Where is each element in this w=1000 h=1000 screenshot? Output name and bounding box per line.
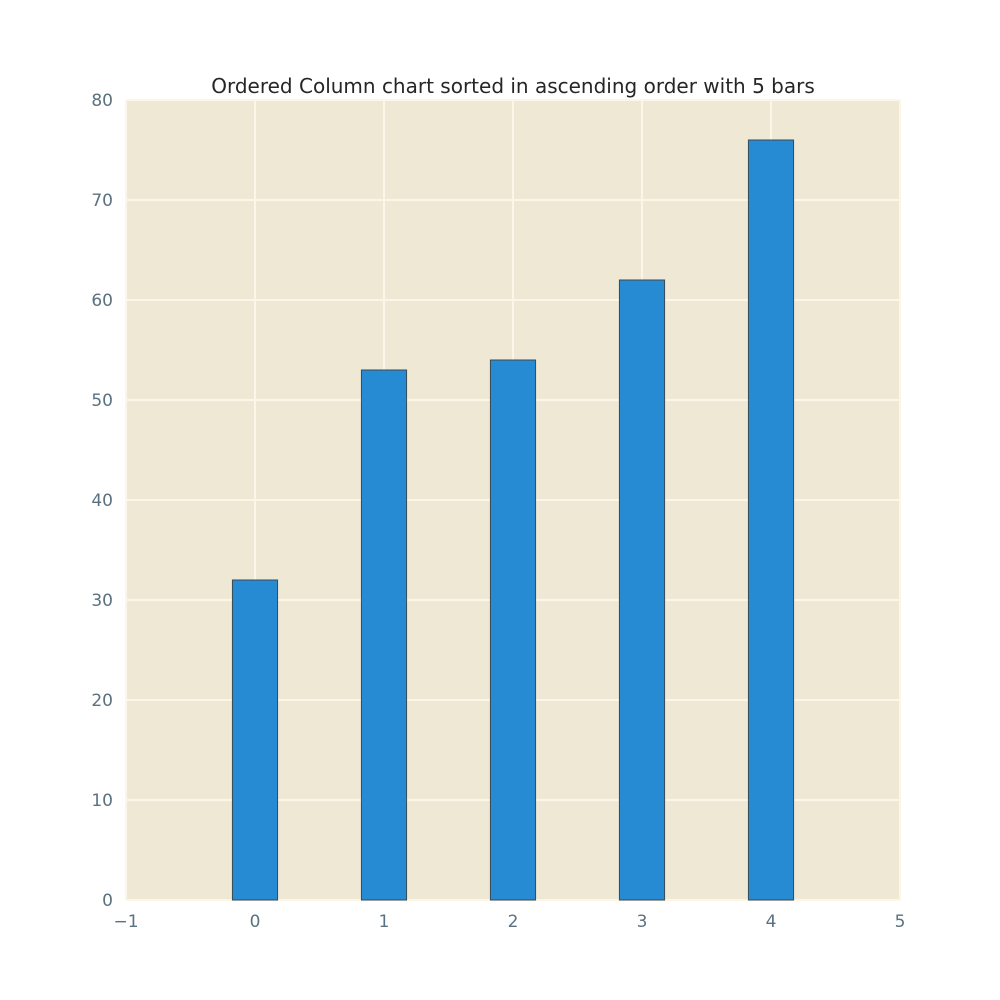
y-tick-label: 40 <box>91 491 113 511</box>
y-tick-label: 20 <box>91 691 113 711</box>
x-tick-label: 0 <box>250 912 261 932</box>
bars <box>231 139 795 901</box>
bar-0 <box>231 579 279 901</box>
bar-3 <box>618 279 666 901</box>
y-tick-label: 10 <box>91 791 113 811</box>
y-tick-label: 0 <box>102 891 113 911</box>
x-tick-label: 5 <box>895 912 906 932</box>
y-tick-label: 60 <box>91 291 113 311</box>
x-tick-label: 4 <box>766 912 777 932</box>
x-tick-label: 2 <box>508 912 519 932</box>
x-axis-ticks: −1 0 1 2 3 4 5 <box>113 912 905 932</box>
y-tick-label: 30 <box>91 591 113 611</box>
y-tick-label: 50 <box>91 391 113 411</box>
x-tick-label: −1 <box>113 912 138 932</box>
x-tick-label: 1 <box>379 912 390 932</box>
y-tick-label: 70 <box>91 191 113 211</box>
x-tick-label: 3 <box>637 912 648 932</box>
bar-2 <box>489 359 537 901</box>
bar-4 <box>747 139 795 901</box>
y-tick-label: 80 <box>91 91 113 111</box>
bar-1 <box>360 369 408 901</box>
y-axis-ticks: 0 10 20 30 40 50 60 70 80 <box>91 91 113 911</box>
chart-title: Ordered Column chart sorted in ascending… <box>211 74 815 98</box>
